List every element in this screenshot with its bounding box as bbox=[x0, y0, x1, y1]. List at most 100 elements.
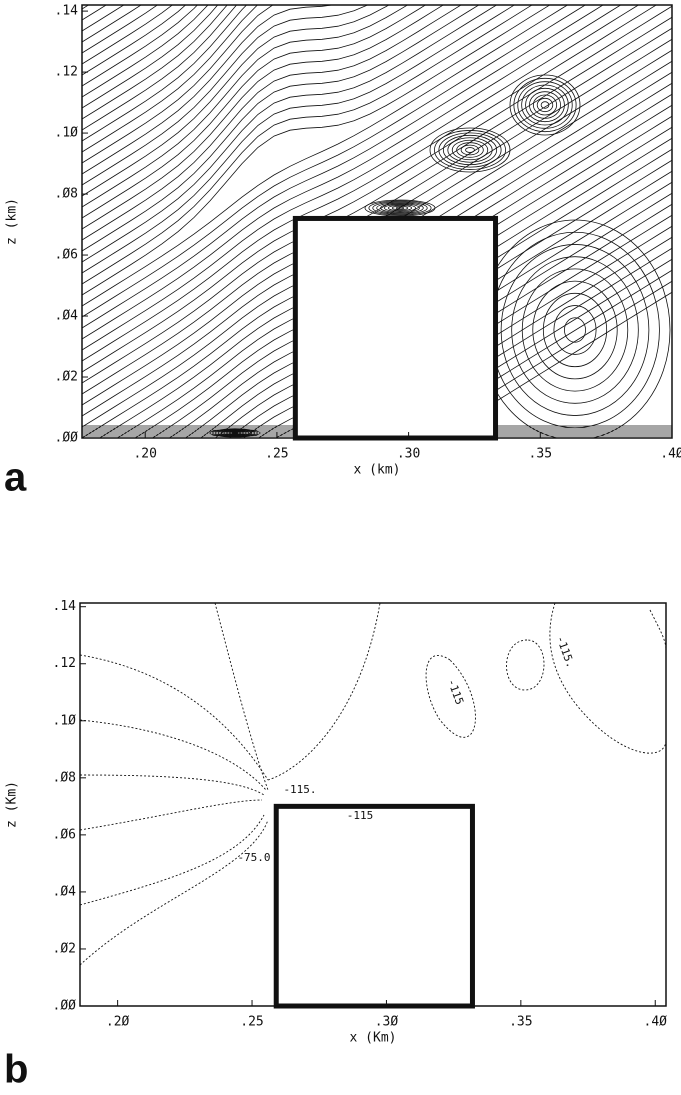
streamline bbox=[82, 5, 498, 263]
x-tick-label: .30 bbox=[397, 447, 420, 462]
streamline bbox=[82, 5, 516, 274]
vortex-line bbox=[387, 204, 413, 212]
vortex-line bbox=[540, 101, 550, 109]
y-tick-label: .1Ø bbox=[55, 126, 79, 141]
panel-label: a bbox=[4, 456, 27, 500]
streamline bbox=[82, 5, 209, 98]
contour-line bbox=[549, 602, 667, 754]
y-tick-label: .Ø8 bbox=[55, 187, 78, 202]
streamline bbox=[82, 5, 409, 208]
y-tick-label: .Ø4 bbox=[53, 884, 77, 899]
vortex-line bbox=[391, 205, 409, 211]
vortex-line bbox=[536, 97, 554, 113]
contour-line bbox=[79, 654, 269, 781]
contour-line bbox=[79, 799, 263, 831]
vortex-line bbox=[532, 280, 618, 380]
vortex-line bbox=[368, 200, 432, 216]
contour-line bbox=[79, 774, 265, 796]
y-tick-label: .ØØ bbox=[55, 431, 79, 446]
vortex-line bbox=[521, 268, 629, 392]
vortex-line bbox=[223, 430, 247, 436]
contour-line bbox=[79, 719, 267, 791]
vortex-line bbox=[465, 147, 475, 153]
y-tick-label: .Ø4 bbox=[55, 309, 79, 324]
building bbox=[273, 803, 475, 1009]
vortex-line bbox=[384, 204, 416, 212]
vortex-line bbox=[513, 77, 577, 133]
vortex-line bbox=[380, 203, 420, 213]
vortex-line bbox=[442, 134, 498, 166]
vortex-line bbox=[564, 317, 586, 343]
vortex-line bbox=[532, 94, 558, 116]
streamline bbox=[82, 5, 248, 142]
streamline bbox=[82, 5, 657, 362]
streamline bbox=[82, 27, 672, 395]
vortex-line bbox=[500, 244, 650, 416]
streamline bbox=[82, 5, 551, 296]
contour-line bbox=[267, 602, 381, 781]
x-axis-label: x (km) bbox=[354, 463, 401, 478]
y-tick-label: .Ø6 bbox=[53, 827, 76, 842]
vortex-line bbox=[509, 74, 581, 136]
panel-label: b bbox=[4, 1048, 28, 1092]
vortex-line bbox=[429, 127, 511, 173]
y-tick-label: .Ø2 bbox=[53, 941, 76, 956]
streamline bbox=[82, 5, 480, 252]
vortex-line bbox=[529, 91, 561, 119]
streamline bbox=[82, 5, 198, 87]
contour-line bbox=[79, 819, 269, 966]
streamline bbox=[82, 5, 274, 164]
streamline bbox=[82, 5, 533, 285]
vortex-line bbox=[511, 256, 639, 404]
contour-line bbox=[649, 609, 667, 651]
vortex-line bbox=[231, 432, 239, 434]
streamline bbox=[82, 5, 427, 219]
streamline bbox=[436, 291, 672, 438]
x-tick-label: .35 bbox=[529, 447, 552, 462]
vortex-line bbox=[372, 201, 428, 215]
y-tick-label: .Ø8 bbox=[53, 770, 76, 785]
streamline bbox=[82, 5, 640, 351]
vortex-line bbox=[220, 430, 250, 436]
vortex-line bbox=[553, 305, 597, 355]
streamline bbox=[82, 5, 444, 230]
vortex-line bbox=[542, 292, 608, 368]
x-tick-label: .25 bbox=[240, 1015, 263, 1030]
vortex-line bbox=[395, 206, 405, 210]
streamline bbox=[82, 5, 604, 329]
y-tick-label: .12 bbox=[53, 656, 76, 671]
plot-area bbox=[79, 602, 667, 966]
streamline bbox=[82, 5, 462, 241]
x-tick-label: .20 bbox=[133, 447, 156, 462]
vortex-line bbox=[209, 428, 261, 438]
axes-frame bbox=[79, 602, 667, 1007]
x-tick-label: .4Ø bbox=[660, 447, 681, 462]
axes-frame bbox=[81, 4, 673, 439]
contour-label: -115. bbox=[283, 783, 316, 796]
vortex-line bbox=[525, 87, 565, 123]
streamline bbox=[82, 5, 258, 153]
contour-label: -75.0 bbox=[237, 851, 270, 864]
x-tick-label: .25 bbox=[265, 447, 288, 462]
y-axis-label: z (km) bbox=[5, 198, 20, 245]
vortex-line bbox=[456, 142, 484, 158]
vortex-line bbox=[434, 130, 506, 170]
y-tick-label: .12 bbox=[55, 65, 78, 80]
streamline bbox=[82, 5, 219, 109]
y-tick-label: .14 bbox=[53, 599, 77, 614]
vortex-line bbox=[517, 81, 573, 129]
vortex-line bbox=[460, 144, 480, 156]
streamline bbox=[82, 5, 142, 43]
vortex-line bbox=[447, 137, 493, 163]
vortex-line bbox=[212, 429, 258, 437]
y-tick-label: .14 bbox=[55, 4, 79, 19]
vortex-line bbox=[438, 132, 502, 168]
streamline bbox=[82, 5, 569, 307]
vortex-line bbox=[376, 202, 424, 214]
y-axis-label: z (Km) bbox=[5, 781, 20, 828]
streamline bbox=[82, 5, 622, 340]
contour-line bbox=[214, 602, 269, 791]
streamline bbox=[82, 5, 107, 21]
contour-label: -115 bbox=[445, 677, 466, 706]
